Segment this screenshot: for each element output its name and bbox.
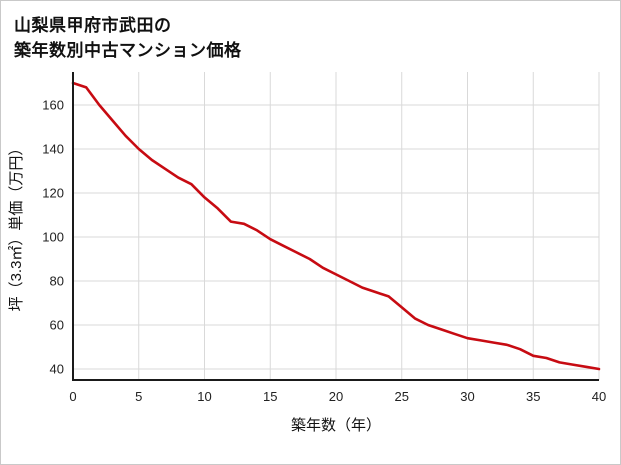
x-tick-label: 35 — [526, 389, 540, 404]
chart-title: 山梨県甲府市武田の 築年数別中古マンション価格 — [1, 1, 620, 63]
y-tick-label: 80 — [50, 274, 64, 289]
y-axis-label: 坪（3.3㎡）単価（万円） — [8, 141, 25, 312]
x-axis-label: 築年数（年） — [291, 416, 381, 434]
y-tick-label: 160 — [42, 98, 64, 113]
x-tick-label: 0 — [69, 389, 76, 404]
x-tick-label: 30 — [460, 389, 474, 404]
x-tick-label: 5 — [135, 389, 142, 404]
y-tick-label: 120 — [42, 186, 64, 201]
y-tick-label: 40 — [50, 362, 64, 377]
x-tick-label: 20 — [329, 389, 343, 404]
x-tick-label: 40 — [592, 389, 606, 404]
price-line-chart: 0 5 10 15 20 25 30 35 40 40 60 80 100 120 140 160 築年数（年）… — [8, 72, 606, 434]
chart-title-line-1: 山梨県甲府市武田の — [14, 16, 172, 35]
chart-title-line-2: 築年数別中古マンション価格 — [14, 40, 242, 60]
y-tick-label: 140 — [42, 142, 64, 157]
x-tick-label: 15 — [263, 389, 277, 404]
x-tick-label: 10 — [197, 389, 211, 404]
y-tick-label: 60 — [50, 318, 64, 333]
y-tick-label: 100 — [42, 230, 64, 245]
price-line-series — [71, 81, 601, 371]
x-tick-label: 25 — [395, 389, 409, 404]
